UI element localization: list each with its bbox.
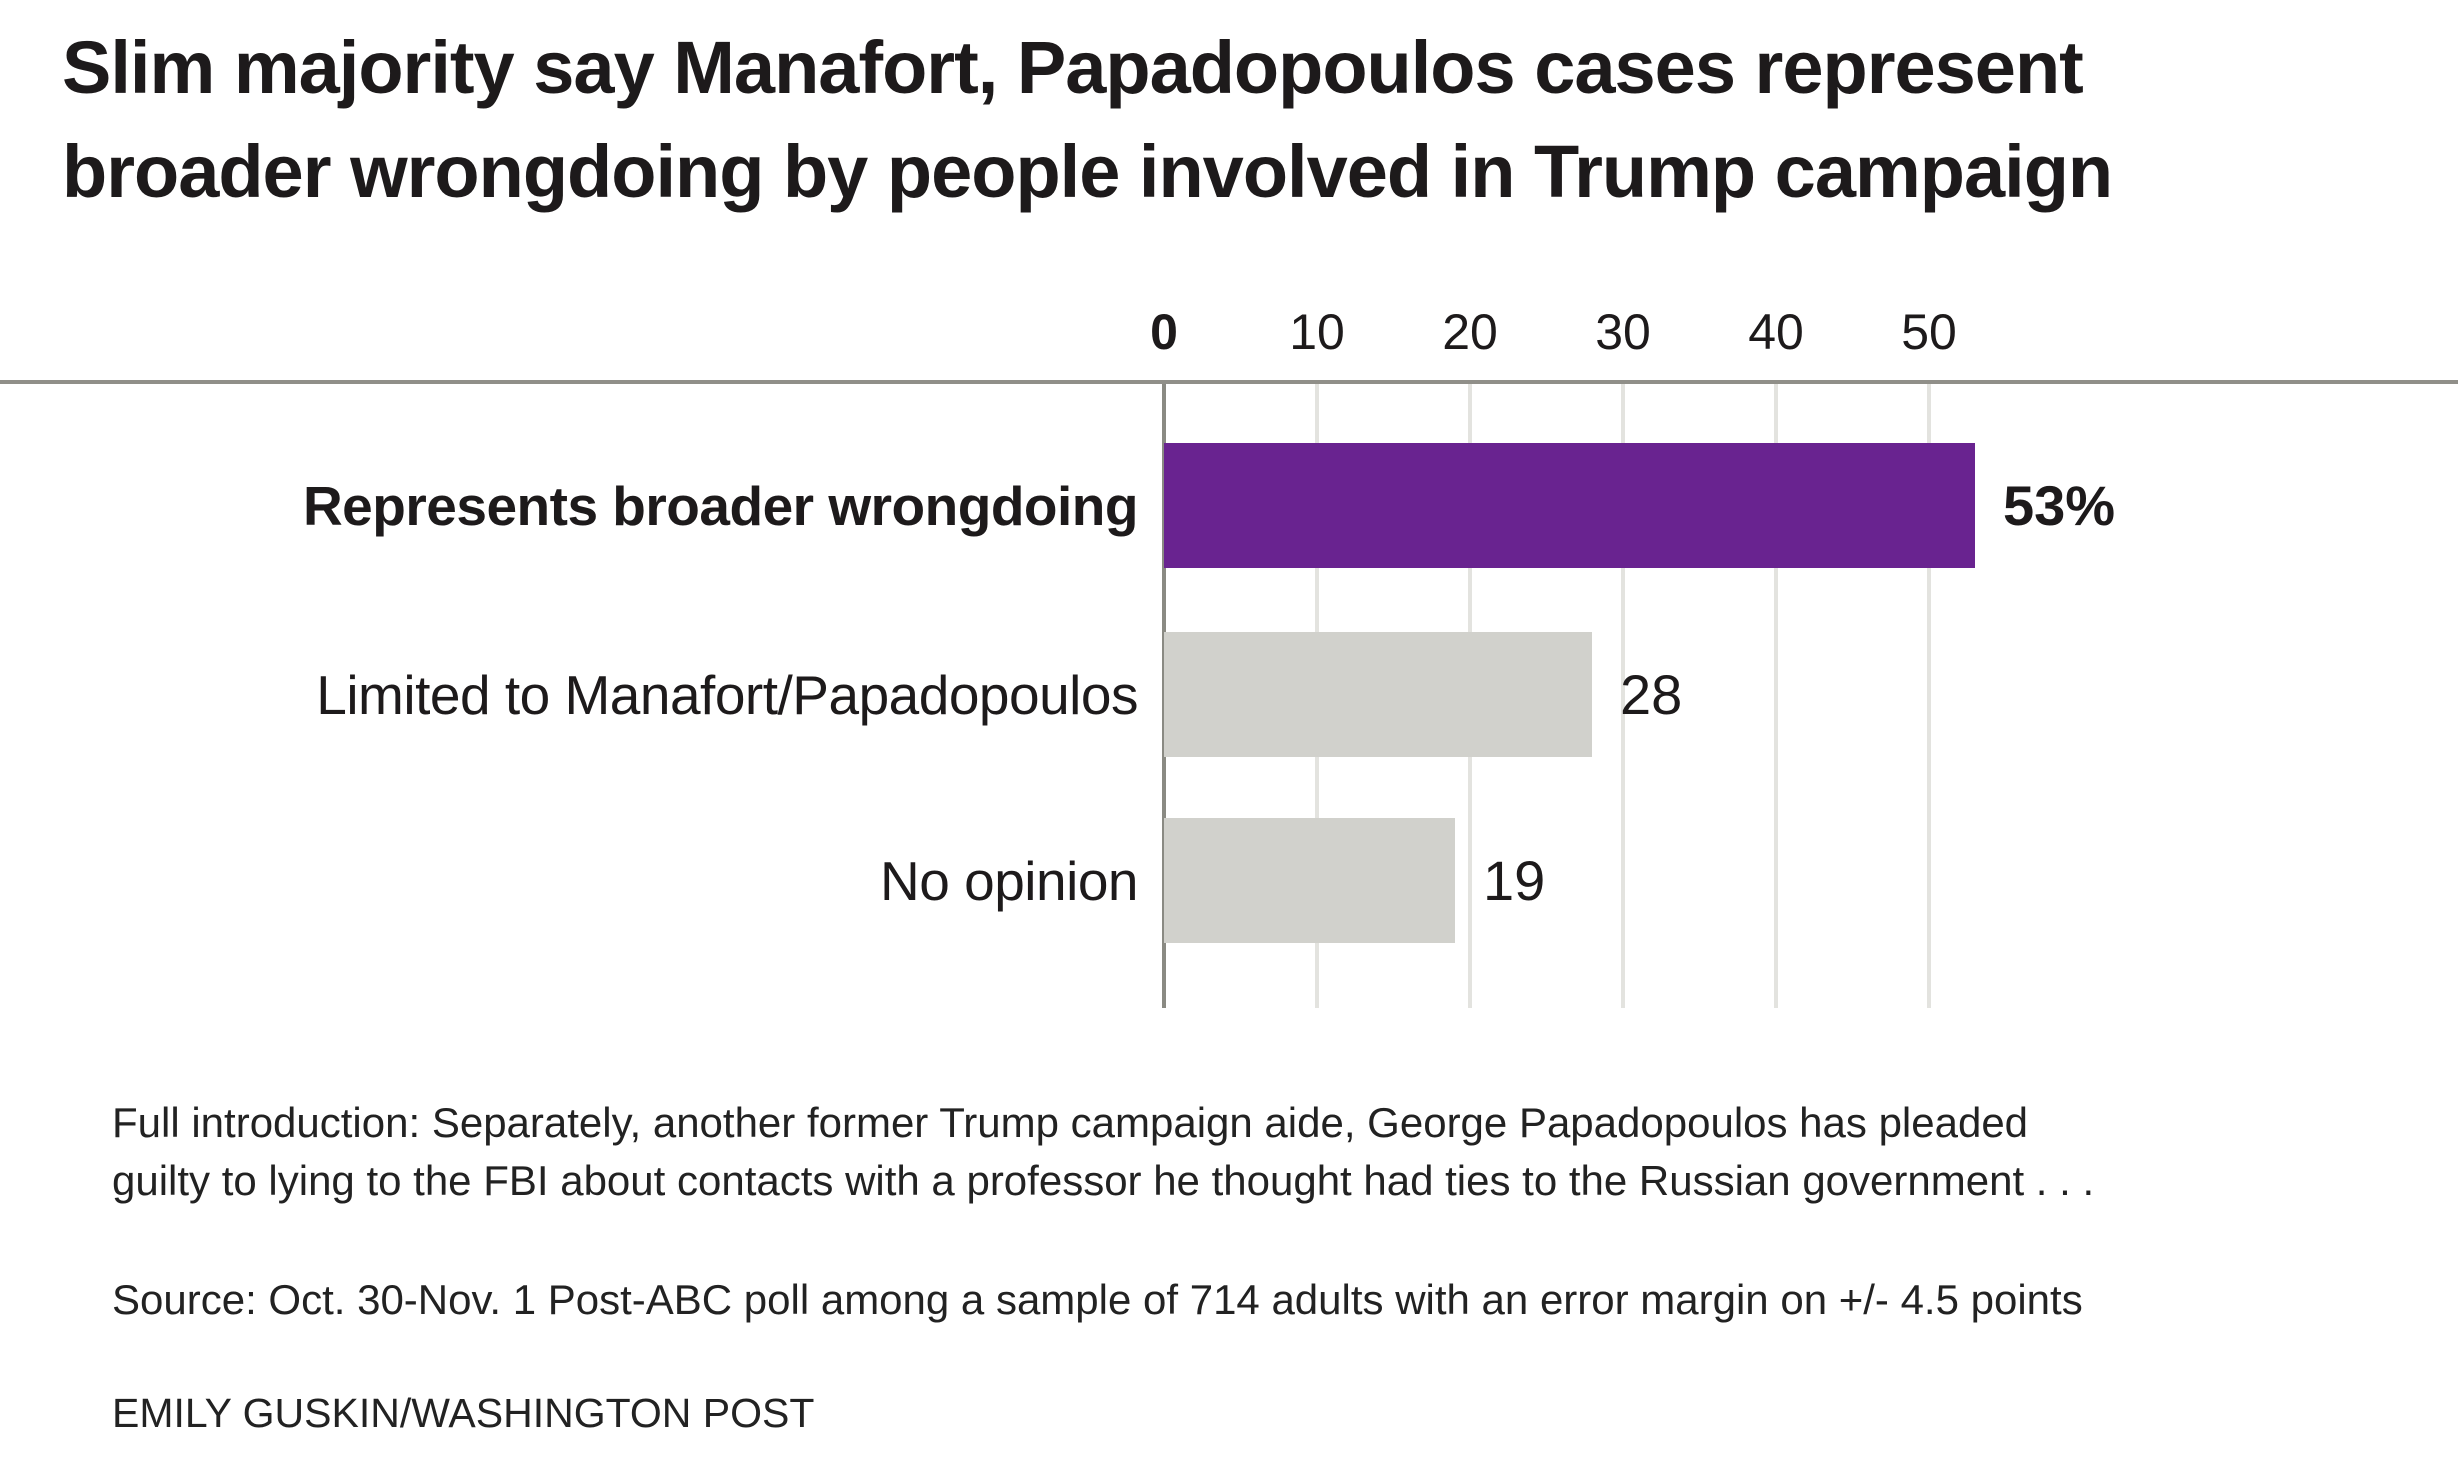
value-label: 53% bbox=[2003, 474, 2116, 537]
axis-tick-label-50: 50 bbox=[1901, 304, 1957, 360]
gridline-40 bbox=[1774, 384, 1778, 1008]
value-label: 19 bbox=[1483, 849, 1546, 912]
axis-tick-label-30: 30 bbox=[1595, 304, 1651, 360]
category-label: Represents broader wrongdoing bbox=[302, 474, 1139, 537]
chart-title-line-2: broader wrongdoing by people involved in… bbox=[62, 130, 2113, 213]
value-label: 28 bbox=[1620, 663, 1683, 726]
gridline-30 bbox=[1621, 384, 1625, 1008]
axis-tick-label-20: 20 bbox=[1442, 304, 1498, 360]
source-line: Source: Oct. 30-Nov. 1 Post-ABC poll amo… bbox=[112, 1276, 2083, 1323]
axis-tick-label-40: 40 bbox=[1748, 304, 1804, 360]
chart-title-line-1: Slim majority say Manafort, Papadopoulos… bbox=[62, 26, 2084, 109]
bar bbox=[1164, 443, 1975, 568]
axis-tick-label-0: 0 bbox=[1150, 304, 1178, 360]
credit-line: EMILY GUSKIN/WASHINGTON POST bbox=[112, 1390, 815, 1436]
chart-footnote: Full introduction: Separately, another f… bbox=[112, 1094, 2094, 1210]
category-label: No opinion bbox=[880, 849, 1138, 912]
bar bbox=[1164, 632, 1592, 757]
footnote-line-1: Full introduction: Separately, another f… bbox=[112, 1099, 2029, 1146]
bar bbox=[1164, 818, 1455, 943]
gridline-50 bbox=[1927, 384, 1931, 1008]
axis-top-rule bbox=[0, 380, 2458, 384]
axis-tick-label-10: 10 bbox=[1289, 304, 1345, 360]
chart-title: Slim majority say Manafort, Papadopoulos… bbox=[62, 16, 2113, 224]
category-label: Limited to Manafort/Papadopoulos bbox=[316, 663, 1138, 726]
footnote-line-2: guilty to lying to the FBI about contact… bbox=[112, 1157, 2095, 1204]
